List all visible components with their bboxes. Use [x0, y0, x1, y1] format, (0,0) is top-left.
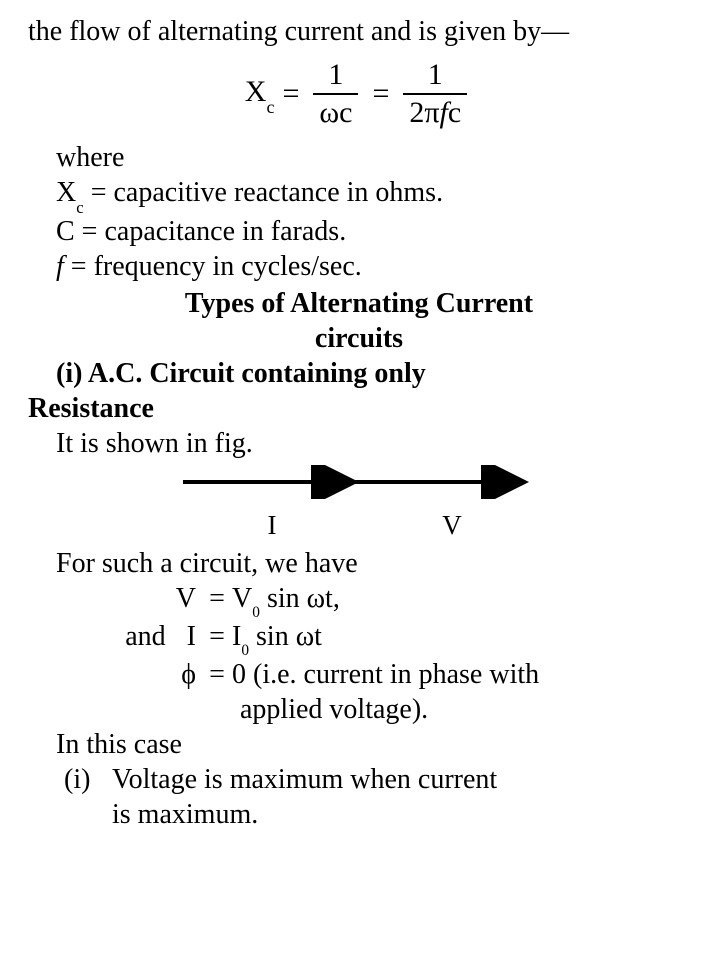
def-xc-rest: = capacitive reactance in ohms. [84, 177, 443, 208]
phasor-diagram: I V [28, 465, 690, 543]
def-where: where [28, 140, 690, 175]
eq2-r-post: sin ωt [249, 621, 322, 652]
eq1-r-sub: 0 [252, 604, 260, 621]
eq2-left: and I [102, 619, 202, 657]
list-body-1-line1: Voltage is maximum when current [112, 762, 690, 797]
formula-frac2: 1 2πfc [403, 59, 467, 128]
def-c: C = capacitance in farads. [28, 214, 690, 249]
shown-text: It is shown in fig. [28, 426, 690, 461]
eq2-r-pre: I [232, 621, 241, 652]
formula-eq1: = [282, 75, 299, 113]
list-body-1-line2: is maximum. [112, 797, 690, 832]
formula-frac1-num: 1 [322, 59, 349, 91]
heading-line2: circuits [28, 321, 690, 356]
def-xc-X: X [56, 177, 76, 208]
eq3-right: 0 (i.e. current in phase with [232, 657, 690, 692]
eq1-eq: = [202, 581, 232, 619]
formula-xc: Xc = 1 ωc = 1 2πfc [28, 59, 690, 128]
def-xc-sub: c [76, 198, 83, 217]
subheading-i-line1: (i) A.C. Circuit containing only [28, 356, 690, 391]
frac2-den-post: c [448, 96, 461, 129]
formula-frac1-bar [313, 93, 358, 95]
for-such-text: For such a circuit, we have [28, 546, 690, 581]
eq-row-3: ϕ = 0 (i.e. current in phase with [102, 657, 690, 692]
in-this-case: In this case [28, 727, 690, 762]
formula-X: X [245, 75, 267, 108]
formula-X-sub: c [266, 97, 274, 117]
formula-eq2: = [372, 75, 389, 113]
list-mark-1: (i) [64, 762, 112, 832]
frac2-den-f: f [440, 96, 448, 129]
eq1-left: V [102, 581, 202, 619]
list-item-1: (i) Voltage is maximum when current is m… [28, 762, 690, 832]
def-f: f = frequency in cycles/sec. [28, 249, 690, 284]
subheading-i-line2: Resistance [28, 391, 690, 426]
eq3-left: ϕ [102, 657, 202, 692]
arrow-row [179, 465, 539, 509]
subheading-i: (i) A.C. Circuit containing only Resista… [28, 356, 690, 426]
formula-frac1: 1 ωc [313, 59, 358, 128]
eq3-eq: = [202, 657, 232, 692]
def-xc: Xc = capacitive reactance in ohms. [28, 175, 690, 214]
equations: V = V0 sin ωt, and I = I0 sin ωt ϕ = 0 (… [28, 581, 690, 727]
arrow-svg [179, 465, 539, 499]
list-body-1: Voltage is maximum when current is maxim… [112, 762, 690, 832]
eq2-r-sub: 0 [241, 642, 249, 659]
label-V: V [365, 509, 539, 543]
frac2-den-pre: 2π [409, 96, 439, 129]
formula-frac1-den: ωc [313, 97, 358, 129]
eq1-r-post: sin ωt, [260, 583, 340, 614]
def-f-rest: = frequency in cycles/sec. [64, 251, 362, 282]
eq1-right: V0 sin ωt, [232, 581, 690, 619]
formula-frac2-bar [403, 93, 467, 95]
heading-line1: Types of Alternating Current [28, 286, 690, 321]
eq2-eq: = [202, 619, 232, 657]
diagram-labels: I V [179, 509, 539, 543]
intro-text: the flow of alternating current and is g… [28, 14, 690, 49]
formula-lhs: Xc [245, 73, 275, 114]
eq3-cont: applied voltage). [102, 692, 690, 727]
eq1-r-pre: V [232, 583, 252, 614]
formula-frac2-den: 2πfc [403, 97, 467, 129]
eq2-right: I0 sin ωt [232, 619, 690, 657]
formula-frac2-num: 1 [422, 59, 449, 91]
eq-row-1: V = V0 sin ωt, [102, 581, 690, 619]
label-I: I [179, 509, 365, 543]
eq-row-2: and I = I0 sin ωt [102, 619, 690, 657]
def-f-pre: f [56, 251, 64, 282]
